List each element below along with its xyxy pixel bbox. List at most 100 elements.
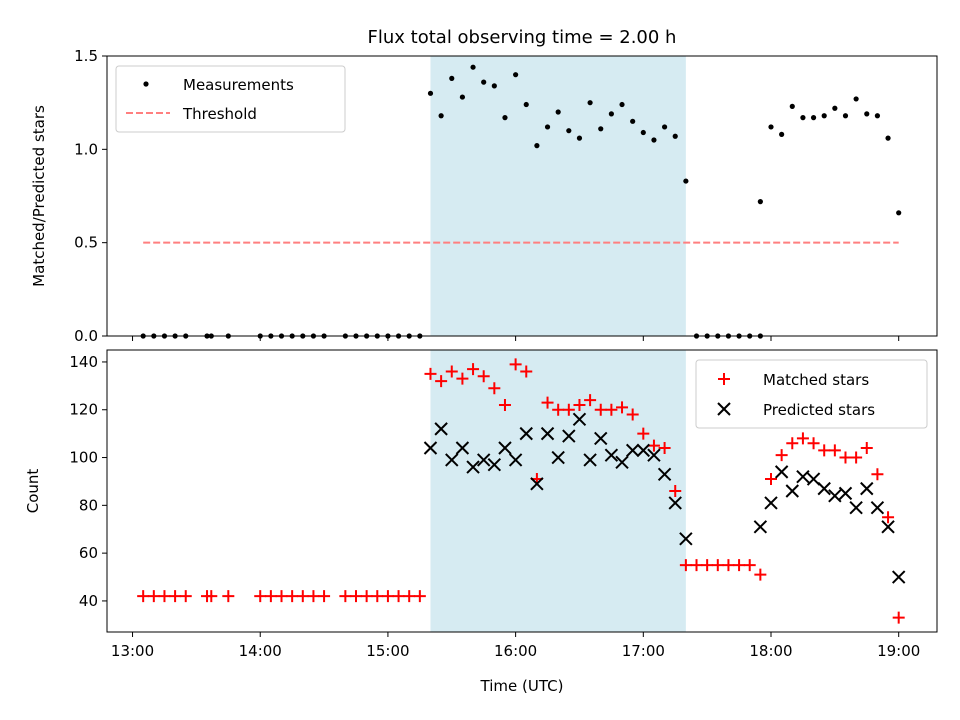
matched-star-point xyxy=(701,559,714,572)
legend-predicted-label: Predicted stars xyxy=(763,401,875,419)
matched-star-point xyxy=(669,485,682,497)
predicted-star-point xyxy=(785,484,799,498)
bottom-axes-frame xyxy=(106,349,938,633)
matched-star-point xyxy=(552,403,565,416)
predicted-star-point xyxy=(849,501,863,515)
matched-star-point xyxy=(286,590,299,603)
predicted-star-point xyxy=(796,469,810,484)
measurement-point xyxy=(449,75,455,81)
measurement-point xyxy=(842,113,849,119)
bottom-panel: 40 60 80 100 120 140 13:00 14:00 15:00 16:00 17:00… xyxy=(24,349,938,695)
measurement-point xyxy=(459,94,466,100)
matched-star-point xyxy=(765,473,777,486)
predicted-star-point xyxy=(657,467,672,481)
measurement-point xyxy=(779,131,785,137)
bottom-observing-region xyxy=(430,350,686,632)
matched-star-point xyxy=(839,451,852,464)
y-tick-label: 140 xyxy=(69,353,98,371)
predicted-star-point xyxy=(806,472,821,486)
predicted-star-point xyxy=(668,496,682,510)
predicted-star-point xyxy=(860,481,874,496)
predicted-star-point xyxy=(753,520,768,534)
predicted-star-point xyxy=(466,460,480,474)
measurement-point xyxy=(672,133,678,139)
top-panel: 0.0 0.5 1.0 1.5 Matched/Predicted stars Mea… xyxy=(30,47,938,345)
predicted-star-point xyxy=(572,412,587,427)
predicted-star-point xyxy=(636,443,651,458)
x-tick-label: 17:00 xyxy=(622,642,665,660)
predicted-star-point xyxy=(551,450,565,465)
y-tick-label: 0.0 xyxy=(74,327,98,345)
matched-star-point xyxy=(169,590,182,603)
y-tick-label: 60 xyxy=(79,544,98,562)
predicted-star-point xyxy=(870,501,885,515)
measurement-point xyxy=(587,100,593,106)
legend-threshold-label: Threshold xyxy=(182,105,257,123)
matched-star-point xyxy=(562,403,575,416)
predicted-star-point xyxy=(540,426,555,441)
matched-star-point xyxy=(637,427,650,440)
legend-measurements-marker xyxy=(143,81,149,87)
matched-star-point xyxy=(892,611,905,624)
measurement-point xyxy=(534,143,540,149)
matched-star-point xyxy=(264,590,277,603)
y-tick-label: 0.5 xyxy=(74,234,98,252)
matched-star-point xyxy=(658,441,671,454)
predicted-star-point xyxy=(562,429,576,443)
measurement-point xyxy=(661,124,668,130)
y-tick-label: 100 xyxy=(69,449,98,467)
matched-star-point xyxy=(488,382,501,395)
matched-star-point xyxy=(594,403,607,416)
bottom-legend: Matched stars Predicted stars xyxy=(695,359,928,429)
matched-star-point xyxy=(360,590,373,603)
measurement-point xyxy=(608,111,614,117)
matched-star-point xyxy=(275,590,288,603)
predicted-star-point xyxy=(828,489,842,503)
predicted-star-point xyxy=(487,458,502,472)
y-tick-label: 80 xyxy=(79,496,98,514)
measurement-point xyxy=(853,96,859,102)
predicted-star-point xyxy=(881,520,895,534)
matched-star-point xyxy=(616,401,629,414)
matched-star-point xyxy=(350,590,362,603)
matched-star-point xyxy=(424,367,437,380)
y-tick-label: 40 xyxy=(79,592,98,610)
measurement-point xyxy=(576,135,583,141)
matched-star-point xyxy=(435,375,448,388)
matched-star-point xyxy=(733,559,746,572)
matched-star-point xyxy=(381,590,394,603)
matched-star-point xyxy=(722,559,735,572)
predicted-star-point xyxy=(445,453,459,467)
legend-predicted-marker xyxy=(717,402,731,416)
matched-star-point xyxy=(743,559,756,572)
top-legend-box xyxy=(115,65,346,133)
x-tick-label: 16:00 xyxy=(494,642,537,660)
matched-star-point xyxy=(254,590,267,603)
matched-star-point xyxy=(392,590,405,603)
predicted-star-point xyxy=(423,441,438,455)
measurement-point xyxy=(800,115,806,121)
matched-star-point xyxy=(339,590,352,603)
measurement-point xyxy=(566,128,572,134)
measurement-point xyxy=(651,137,657,143)
top-observing-region xyxy=(430,56,686,336)
predicted-star-point xyxy=(476,453,491,467)
legend-matched-marker xyxy=(718,373,730,385)
top-y-axis-label: Matched/Predicted stars xyxy=(30,105,48,287)
matched-star-point xyxy=(456,372,469,385)
predicted-star-point xyxy=(838,486,853,501)
matched-star-point xyxy=(828,444,841,457)
predicted-star-point xyxy=(679,532,693,546)
predicted-star-point xyxy=(530,477,544,491)
predicted-star-point xyxy=(625,443,640,458)
matched-star-point xyxy=(775,449,788,462)
measurement-point xyxy=(896,210,902,216)
predicted-star-point xyxy=(647,448,661,462)
matched-star-point xyxy=(296,590,309,603)
measurement-point xyxy=(768,124,774,130)
top-legend: Measurements Threshold xyxy=(115,65,346,133)
measurement-point xyxy=(502,115,508,121)
matched-star-point xyxy=(318,590,331,603)
matched-star-point xyxy=(147,590,160,603)
measurement-point xyxy=(789,103,795,109)
